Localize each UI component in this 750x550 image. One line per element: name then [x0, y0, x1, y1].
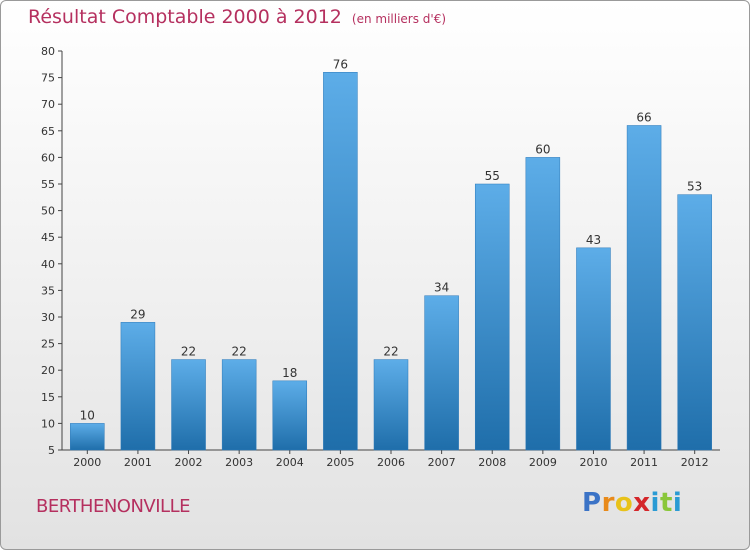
x-tick-label: 2012: [681, 456, 709, 469]
bar: [474, 183, 510, 451]
axes: 5 10 15 20 25 30 35 40 45 50 55 60 65 70 75 80 2000 2001 2…: [41, 45, 720, 469]
y-tick-label: 35: [41, 284, 55, 297]
x-tick-label: 2003: [225, 456, 253, 469]
chart-title-text: Résultat Comptable 2000 à 2012: [28, 6, 342, 28]
x-tick-label: 2008: [478, 456, 506, 469]
x-tick-label: 2002: [175, 456, 203, 469]
bar: [70, 423, 105, 451]
bar-value-label: 76: [333, 57, 348, 71]
x-tick-label: 2001: [124, 456, 152, 469]
chart-subtitle: (en milliers d'€): [351, 12, 447, 26]
bar: [120, 322, 156, 451]
bar: [525, 157, 561, 451]
bar-value-label: 53: [687, 180, 702, 194]
logo-letter: t: [659, 488, 673, 518]
y-tick-label: 55: [41, 178, 55, 191]
bar-value-label: 43: [586, 233, 601, 247]
bar: [576, 247, 611, 451]
bar-value-label: 22: [232, 345, 247, 359]
bar: [424, 295, 459, 451]
y-tick-label: 10: [41, 417, 55, 430]
logo-letter: x: [633, 488, 651, 518]
y-tick-label: 50: [41, 205, 55, 218]
bars-group: [70, 72, 712, 451]
value-labels-group: 10 29 22 22 18 76 22 34 55 60 43 66 53: [80, 57, 703, 422]
chart-title: Résultat Comptable 2000 à 2012 (en millie…: [28, 6, 446, 28]
proxiti-logo: Proxiti: [582, 488, 682, 518]
logo-letter: i: [650, 488, 660, 518]
bar: [373, 359, 409, 451]
y-tick-label: 75: [41, 72, 55, 85]
x-tick-label: 2004: [276, 456, 304, 469]
bar-value-label: 55: [485, 169, 500, 183]
y-tick-label: 60: [41, 151, 55, 164]
y-tick-label: 20: [41, 364, 55, 377]
bar: [272, 380, 308, 451]
bar: [626, 125, 662, 451]
y-tick-label: 45: [41, 231, 55, 244]
y-tick-label: 70: [41, 98, 55, 111]
logo-letter: r: [601, 488, 615, 518]
bar: [221, 359, 257, 451]
bar-value-label: 66: [636, 110, 651, 124]
bar-value-label: 60: [535, 142, 550, 156]
y-tick-label: 80: [41, 45, 55, 58]
bar: [171, 359, 206, 451]
bar-value-label: 10: [80, 408, 95, 422]
x-tick-label: 2005: [326, 456, 354, 469]
x-tick-label: 2009: [529, 456, 557, 469]
x-tick-label: 2006: [377, 456, 405, 469]
bar: [323, 72, 358, 451]
logo-letter: o: [614, 488, 634, 518]
bar-value-label: 34: [434, 281, 449, 295]
y-tick-label: 65: [41, 125, 55, 138]
y-tick-label: 40: [41, 258, 55, 271]
y-tick-label: 30: [41, 311, 55, 324]
bar-value-label: 29: [130, 307, 145, 321]
y-tick-label: 5: [48, 444, 55, 457]
logo-letter: i: [672, 488, 683, 518]
x-tick-label: 2007: [428, 456, 456, 469]
bar-value-label: 18: [282, 366, 297, 380]
y-tick-label: 15: [41, 391, 55, 404]
location-name: BERTHENONVILLE: [36, 496, 190, 517]
bar-value-label: 22: [181, 345, 196, 359]
logo-letter: P: [582, 488, 602, 518]
x-tick-label: 2011: [630, 456, 658, 469]
x-tick-label: 2000: [73, 456, 101, 469]
bar: [677, 194, 712, 451]
x-tick-label: 2010: [579, 456, 607, 469]
y-tick-label: 25: [41, 338, 55, 351]
bar-value-label: 22: [383, 345, 398, 359]
